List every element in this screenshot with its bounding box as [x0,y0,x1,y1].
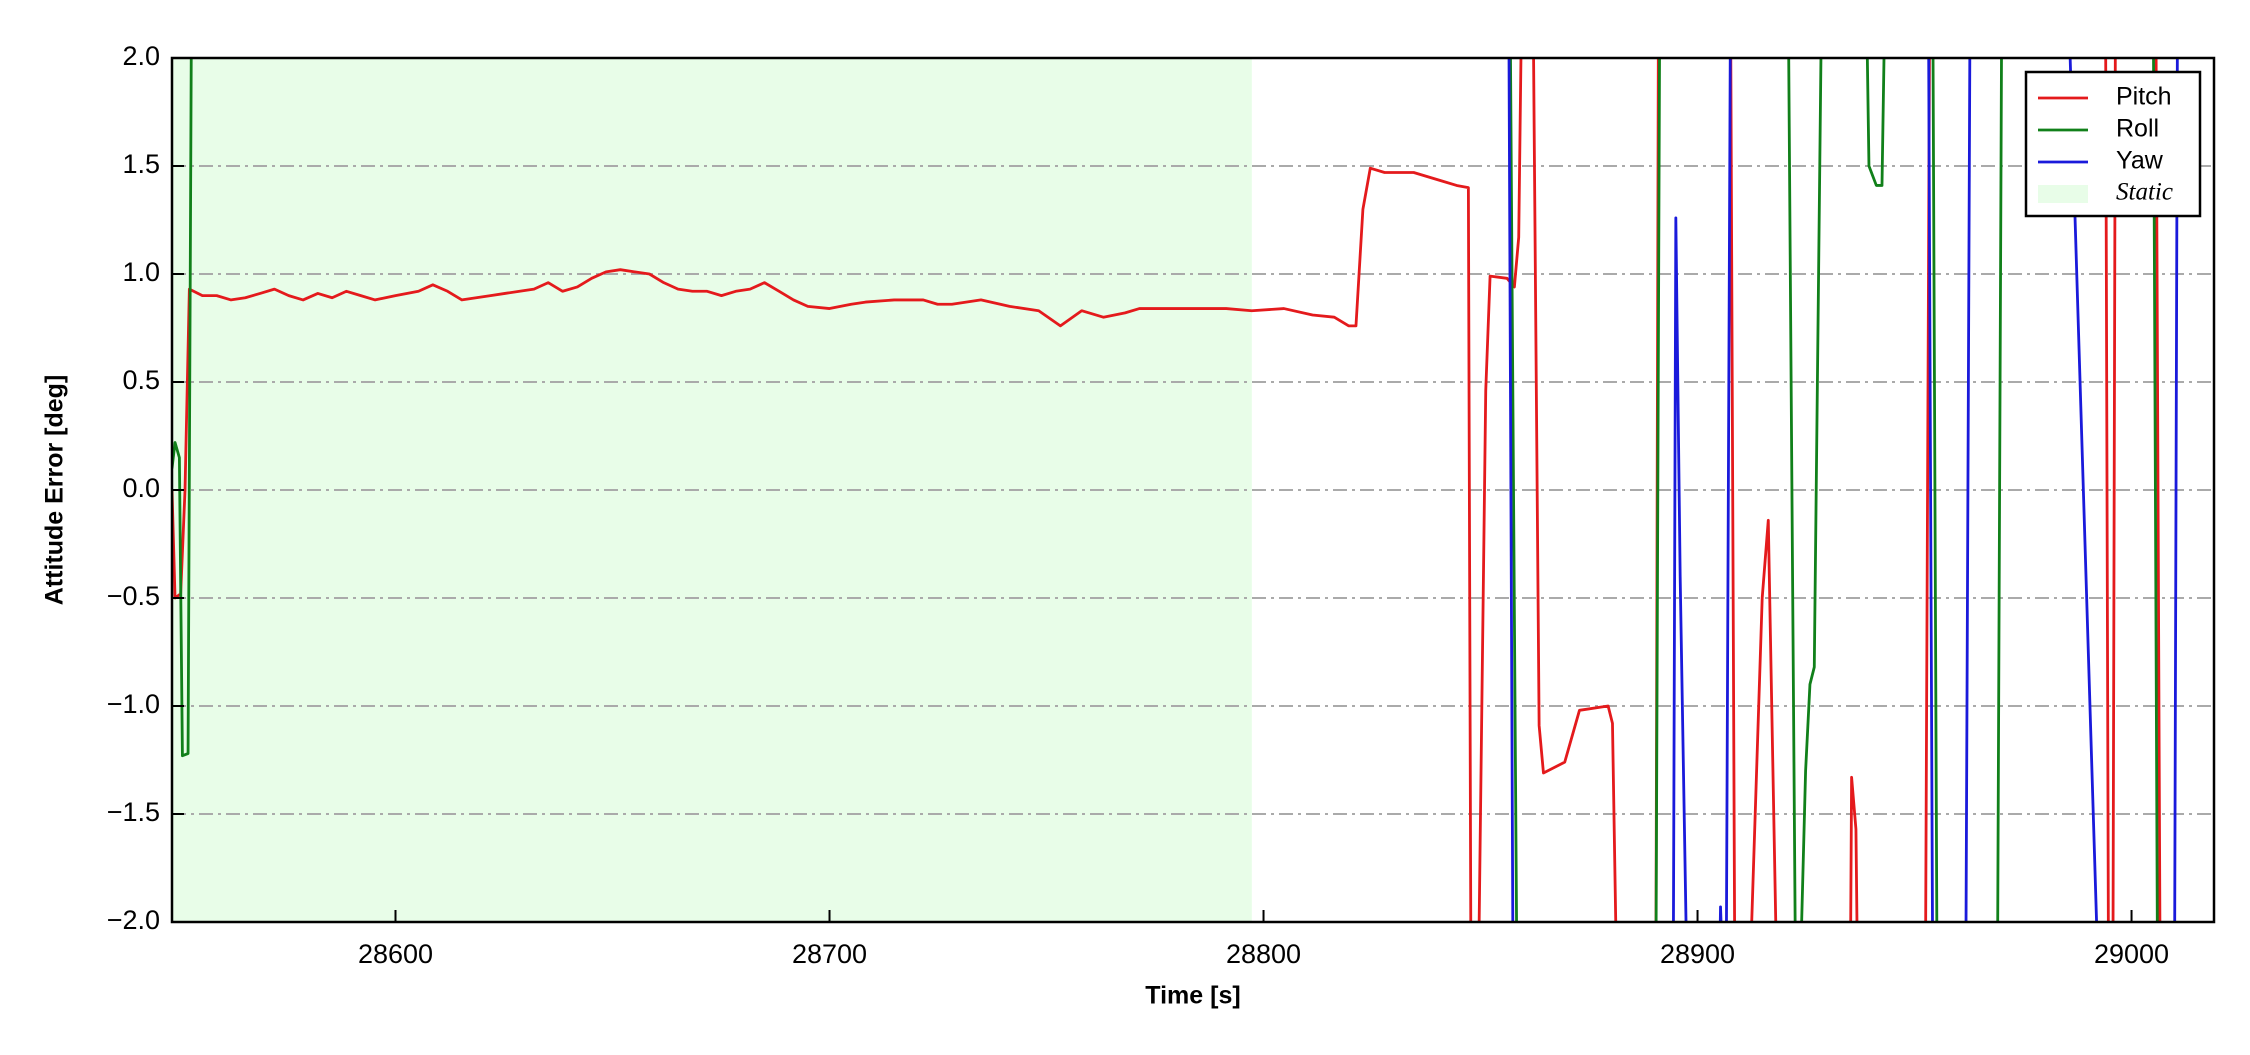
plot-frame [170,56,2216,924]
x-tick-label: 28600 [358,939,433,969]
y-tick-label: 0.5 [122,365,160,395]
y-tick-label: −1.5 [107,797,160,827]
series-line [172,58,2159,922]
x-tick-label: 28900 [1660,939,1735,969]
legend-label: Roll [2116,115,2159,143]
x-tick-label: 28700 [792,939,867,969]
series-line [172,58,2162,922]
y-tick-label: 0.0 [122,473,160,503]
x-tick-label: 29000 [2094,939,2169,969]
y-tick-label: 1.0 [122,257,160,287]
spans [172,58,1252,922]
series-line [1507,58,2179,922]
static-span [172,58,1252,922]
legend: Pitch Roll Yaw Static [2024,70,2202,218]
legend-label: Pitch [2116,83,2172,111]
legend-label: Yaw [2116,147,2164,175]
y-axis-label: Attitude Error [deg] [41,375,69,606]
axes: −2.0 −1.5 −1.0 −0.5 0.0 0.5 1.0 1.5 2.0 28600 2870… [107,41,2216,969]
y-tick-label: −2.0 [107,905,160,935]
legend-label: Static [2116,179,2173,206]
y-tick-label: −1.0 [107,689,160,719]
y-tick-label: 1.5 [122,149,160,179]
lines [172,58,2179,922]
x-axis-label: Time [s] [1145,982,1240,1010]
x-tick-label: 28800 [1226,939,1301,969]
y-tick-label: −0.5 [107,581,160,611]
y-tick-label: 2.0 [122,41,160,71]
legend-swatch [2038,185,2088,203]
